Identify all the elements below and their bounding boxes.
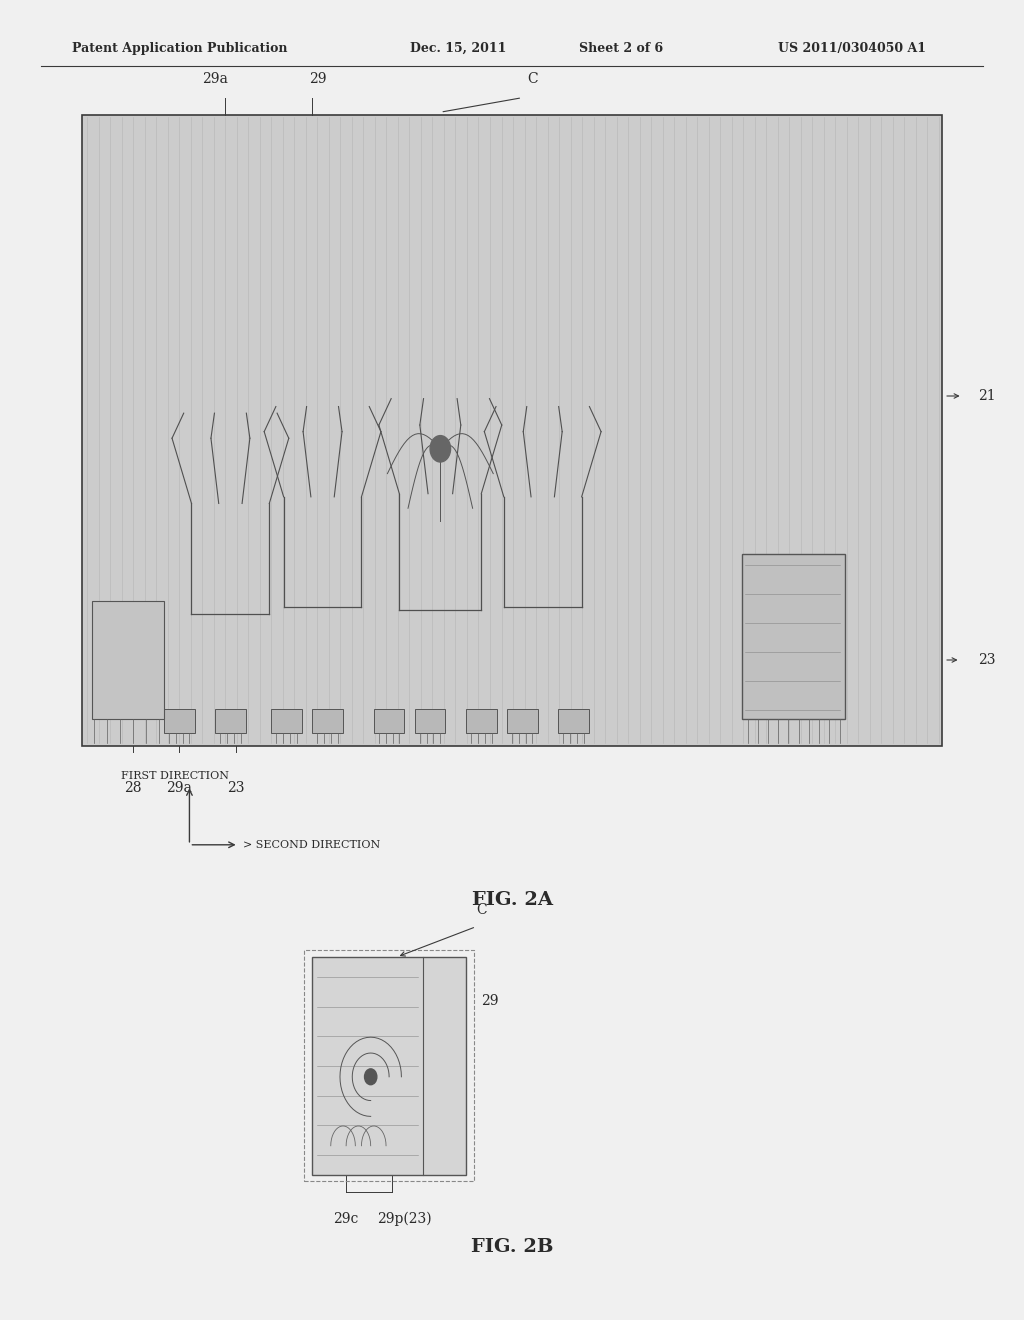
Bar [312,709,343,733]
Text: 29c: 29c [334,1212,358,1226]
Bar [742,554,845,719]
Bar [466,709,497,733]
Text: 23: 23 [226,781,245,796]
Text: 29p(23): 29p(23) [377,1212,432,1226]
Text: Patent Application Publication: Patent Application Publication [72,42,287,55]
Text: 29a: 29a [166,781,193,796]
Text: C: C [527,71,538,86]
Bar [415,709,445,733]
Text: 29: 29 [481,994,499,1007]
Text: > SECOND DIRECTION: > SECOND DIRECTION [243,840,380,850]
Text: US 2011/0304050 A1: US 2011/0304050 A1 [778,42,927,55]
Text: FIRST DIRECTION: FIRST DIRECTION [121,771,228,781]
Bar [164,709,195,733]
Text: 28: 28 [124,781,142,796]
Text: Dec. 15, 2011: Dec. 15, 2011 [410,42,506,55]
Bar [507,709,538,733]
Text: 21: 21 [978,389,995,403]
Bar [558,709,589,733]
Bar [312,957,466,1175]
Text: 29: 29 [308,71,327,86]
Text: 29a: 29a [202,71,228,86]
Text: 23: 23 [978,653,995,667]
Text: Sheet 2 of 6: Sheet 2 of 6 [579,42,663,55]
Text: C: C [476,903,486,917]
Bar [82,115,942,746]
Text: FIG. 2A: FIG. 2A [471,891,553,909]
Bar [92,601,164,719]
Circle shape [430,436,451,462]
Bar [304,950,474,1181]
Bar [374,709,404,733]
Circle shape [365,1069,377,1085]
Text: FIG. 2B: FIG. 2B [471,1238,553,1257]
Bar [215,709,246,733]
Bar [271,709,302,733]
